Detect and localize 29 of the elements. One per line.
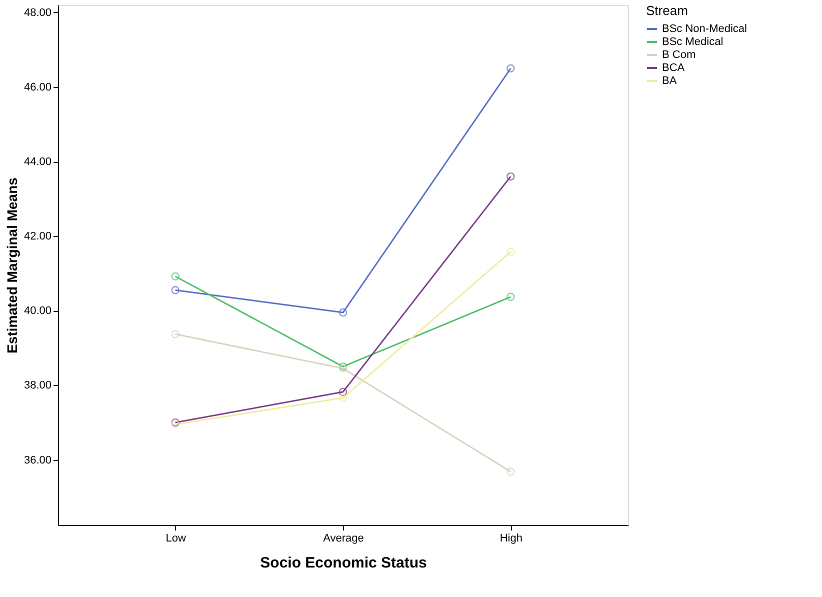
point	[506, 172, 515, 181]
y-tick-label: 36.00	[24, 454, 52, 466]
point	[506, 64, 515, 72]
point	[171, 272, 180, 280]
y-tick-label: 42.00	[24, 230, 52, 243]
point	[506, 468, 515, 476]
point	[338, 308, 348, 317]
x-tick-label: High	[500, 532, 522, 544]
legend-label: BA	[662, 75, 678, 87]
x-tick-label: Average	[323, 532, 364, 544]
point	[338, 394, 348, 402]
point	[171, 330, 180, 338]
legend-label: B Com	[662, 49, 696, 61]
legend-label: BSc Non-Medical	[662, 23, 747, 35]
point	[506, 292, 515, 301]
y-tick-label: 48.00	[24, 6, 52, 19]
y-tick-label: 38.00	[24, 380, 52, 392]
y-tick-label: 46.00	[24, 82, 52, 94]
point	[171, 286, 180, 294]
x-tick-label: Low	[166, 532, 186, 544]
y-tick-label: 40.00	[24, 305, 52, 318]
legend-label: BSc Medical	[662, 36, 724, 48]
point	[338, 388, 348, 396]
legend-label: BCA	[662, 62, 686, 74]
x-axis-title: Socio Economic Status	[260, 554, 427, 572]
y-axis-title: Estimated Marginal Means	[4, 177, 20, 354]
y-tick-label: 44.00	[24, 156, 52, 168]
point	[506, 248, 515, 256]
legend-title: Stream	[646, 3, 688, 18]
